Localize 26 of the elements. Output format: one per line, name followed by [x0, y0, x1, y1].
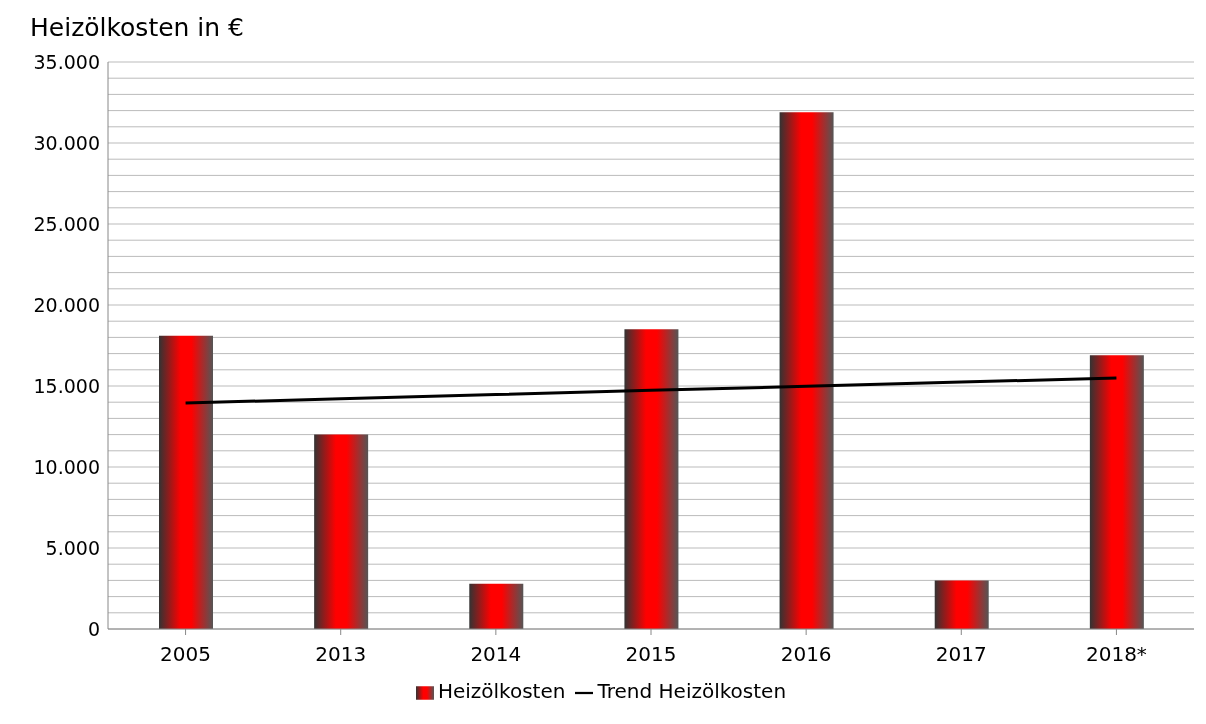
- bar: [934, 580, 989, 629]
- y-tick-label: 5.000: [45, 536, 100, 559]
- bar: [1089, 355, 1144, 629]
- legend-label: Trend Heizölkosten: [597, 679, 787, 703]
- y-tick-label: 15.000: [33, 374, 100, 397]
- bar: [624, 329, 679, 629]
- chart-title: Heizölkosten in €: [29, 12, 245, 44]
- x-tick-label: 2018*: [1085, 642, 1147, 667]
- y-tick-label: 30.000: [33, 131, 100, 154]
- legend-label: Heizölkosten: [437, 679, 566, 703]
- bar: [469, 583, 524, 629]
- bar: [314, 434, 369, 629]
- x-tick-label: 2014: [470, 642, 522, 667]
- x-tick-label: 2013: [315, 642, 367, 667]
- x-tick-label: 2015: [625, 642, 677, 667]
- y-tick-label: 0: [87, 617, 100, 640]
- y-tick-label: 10.000: [33, 455, 100, 478]
- y-tick-label: 35.000: [33, 50, 100, 73]
- line-series: [184, 376, 1118, 405]
- x-tick-label: 2017: [935, 642, 987, 667]
- bar: [779, 112, 834, 629]
- bar: [159, 335, 213, 629]
- y-tick-label: 20.000: [33, 293, 100, 316]
- x-tick-label: 2005: [160, 642, 212, 667]
- x-tick-label: 2016: [780, 642, 832, 667]
- y-tick-label: 25.000: [33, 212, 100, 235]
